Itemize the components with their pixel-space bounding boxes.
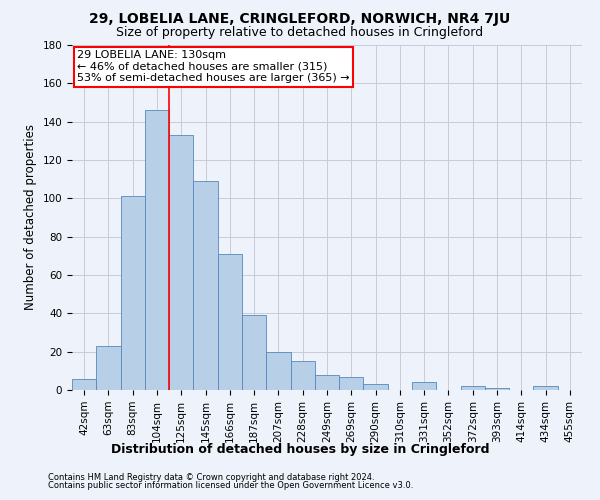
Bar [193, 181, 218, 390]
Bar [339, 376, 364, 390]
Bar [266, 352, 290, 390]
Bar [121, 196, 145, 390]
Bar [290, 361, 315, 390]
Bar [315, 374, 339, 390]
Text: Contains HM Land Registry data © Crown copyright and database right 2024.: Contains HM Land Registry data © Crown c… [48, 472, 374, 482]
Y-axis label: Number of detached properties: Number of detached properties [24, 124, 37, 310]
Text: 29 LOBELIA LANE: 130sqm
← 46% of detached houses are smaller (315)
53% of semi-d: 29 LOBELIA LANE: 130sqm ← 46% of detache… [77, 50, 350, 84]
Bar [485, 388, 509, 390]
Bar [218, 254, 242, 390]
Bar [96, 346, 121, 390]
Bar [364, 384, 388, 390]
Text: Contains public sector information licensed under the Open Government Licence v3: Contains public sector information licen… [48, 481, 413, 490]
Bar [169, 135, 193, 390]
Bar [145, 110, 169, 390]
Text: Size of property relative to detached houses in Cringleford: Size of property relative to detached ho… [116, 26, 484, 39]
Bar [461, 386, 485, 390]
Text: Distribution of detached houses by size in Cringleford: Distribution of detached houses by size … [111, 442, 489, 456]
Bar [72, 378, 96, 390]
Bar [533, 386, 558, 390]
Bar [242, 316, 266, 390]
Bar [412, 382, 436, 390]
Text: 29, LOBELIA LANE, CRINGLEFORD, NORWICH, NR4 7JU: 29, LOBELIA LANE, CRINGLEFORD, NORWICH, … [89, 12, 511, 26]
